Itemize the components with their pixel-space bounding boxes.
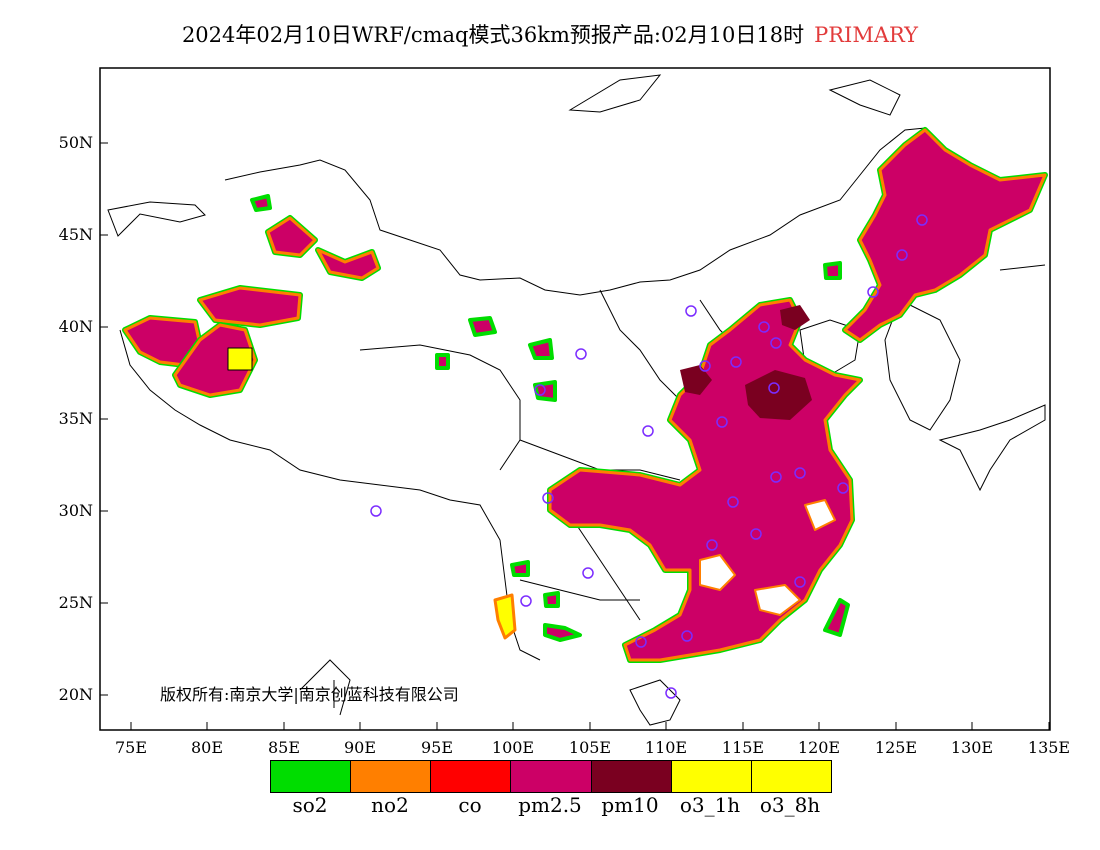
y-label-20n: 20N: [58, 685, 93, 704]
legend-swatch-pm25: [511, 761, 592, 792]
x-label-110e: 110E: [644, 738, 688, 757]
legend-label-pm10: pm10: [601, 793, 659, 817]
station-markers: [370, 214, 928, 699]
legend-label-so2: so2: [292, 793, 328, 817]
pm25-regions: [122, 127, 1048, 663]
x-label-115e: 115E: [721, 738, 765, 757]
y-label-25n: 25N: [58, 593, 93, 612]
map-title-tag: PRIMARY: [814, 23, 919, 47]
x-label-90e: 90E: [343, 738, 377, 757]
x-label-120e: 120E: [797, 738, 841, 757]
y-label-40n: 40N: [58, 317, 93, 336]
y-label-35n: 35N: [58, 409, 93, 428]
y-label-50n: 50N: [58, 133, 93, 152]
legend-swatch-so2: [271, 761, 352, 792]
x-label-100e: 100E: [491, 738, 535, 757]
legend-swatch-o3-8h: [751, 761, 831, 792]
legend-colorbar: [270, 760, 832, 793]
y-label-45n: 45N: [58, 225, 93, 244]
x-label-125e: 125E: [874, 738, 918, 757]
legend-swatch-co: [431, 761, 512, 792]
x-label-105e: 105E: [568, 738, 612, 757]
copyright-text: 版权所有:南京大学|南京创蓝科技有限公司: [160, 685, 459, 704]
legend-label-co: co: [458, 793, 482, 817]
map-title: 2024年02月10日WRF/cmaq模式36km预报产品:02月10日18时 P…: [0, 20, 1100, 50]
x-label-95e: 95E: [420, 738, 454, 757]
legend-label-no2: no2: [371, 793, 409, 817]
map-title-main: 2024年02月10日WRF/cmaq模式36km预报产品:02月10日18时: [181, 23, 805, 47]
legend-swatch-o3-1h: [671, 761, 752, 792]
legend-labels: so2 no2 co pm2.5 pm10 o3_1h o3_8h: [270, 793, 830, 817]
x-label-135e: 135E: [1027, 738, 1071, 757]
x-label-85e: 85E: [267, 738, 301, 757]
x-label-80e: 80E: [190, 738, 224, 757]
legend-label-o3-1h: o3_1h: [679, 793, 741, 817]
x-label-75e: 75E: [114, 738, 148, 757]
legend-swatch-pm10: [591, 761, 672, 792]
y-label-30n: 30N: [58, 501, 93, 520]
legend-swatch-no2: [351, 761, 432, 792]
plot-frame: [99, 67, 1051, 731]
legend-label-o3-8h: o3_8h: [759, 793, 821, 817]
legend-label-pm25: pm2.5: [518, 793, 582, 817]
x-label-130e: 130E: [950, 738, 994, 757]
